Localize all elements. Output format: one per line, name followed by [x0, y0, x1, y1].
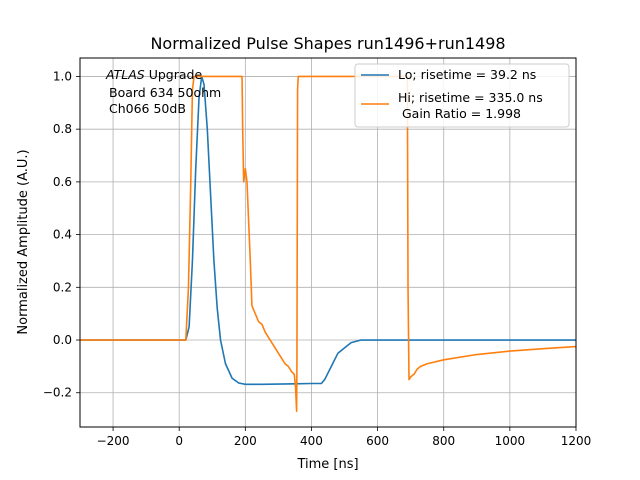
annotation-atlas: ATLAS	[105, 67, 145, 82]
annotation-upgrade: Upgrade	[145, 67, 203, 82]
y-tick-label: 1.0	[53, 69, 72, 83]
plot-frame	[79, 57, 577, 428]
x-tick-label: 600	[366, 434, 389, 448]
x-tick-label: 0	[175, 434, 183, 448]
x-tick-label: 200	[234, 434, 257, 448]
y-tick-label: 0.8	[53, 122, 72, 136]
legend-label-gain-ratio: Gain Ratio = 1.998	[398, 106, 521, 121]
y-axis-label: Normalized Amplitude (A.U.)	[16, 149, 31, 334]
x-tick-label: 1000	[495, 434, 526, 448]
y-tick-label: −0.2	[43, 386, 72, 400]
y-tick-label: 0.4	[53, 228, 72, 242]
y-tick-label: 0.2	[53, 280, 72, 294]
x-tick-label: −200	[97, 434, 130, 448]
series-line-lo	[80, 75, 576, 386]
legend-label-hi: Hi; risetime = 335.0 ns	[398, 90, 543, 105]
x-tick-label: 800	[432, 434, 455, 448]
axis-ticks: −200 0 200 400 600 800 1000 1200 −0.2 0.0 0.2 0.4 0.…	[43, 69, 591, 448]
series-line-hi	[80, 75, 576, 412]
legend: Lo; risetime = 39.2 ns Hi; risetime = 33…	[354, 63, 570, 128]
annotation: ATLAS Upgrade Board 634 50ohm Ch066 50dB	[105, 67, 221, 116]
annotation-line-3: Ch066 50dB	[109, 101, 186, 116]
annotation-line-2: Board 634 50ohm	[109, 85, 221, 100]
y-tick-label: 0.0	[53, 333, 72, 347]
chart-title: Normalized Pulse Shapes run1496+run1498	[150, 34, 505, 53]
legend-label-lo: Lo; risetime = 39.2 ns	[398, 67, 536, 82]
series-lines	[80, 75, 576, 412]
y-tick-label: 0.6	[53, 175, 72, 189]
legend-box	[354, 63, 570, 128]
x-axis-label: Time [ns]	[296, 457, 358, 472]
annotation-line-1: ATLAS Upgrade	[105, 67, 202, 82]
x-tick-label: 400	[300, 434, 323, 448]
x-tick-label: 1200	[561, 434, 592, 448]
